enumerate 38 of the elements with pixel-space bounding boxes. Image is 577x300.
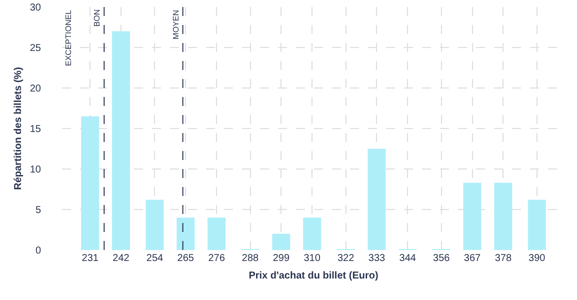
x-tick-label: 276 — [208, 253, 226, 264]
bar — [368, 148, 386, 250]
x-tick-label: 367 — [464, 253, 482, 264]
bar — [528, 200, 546, 250]
bar — [208, 218, 226, 250]
ref-line-label: MOYEN — [171, 10, 180, 40]
y-axis-title: Répartition des billets (%) — [12, 67, 24, 190]
bar — [112, 31, 130, 250]
bar — [463, 182, 482, 250]
x-tick-label: 242 — [112, 253, 130, 264]
x-tick-label: 265 — [177, 253, 194, 264]
y-tick-label: 15 — [30, 124, 42, 135]
x-tick-label: 322 — [337, 253, 355, 264]
y-tick-label: 10 — [30, 164, 42, 176]
bar — [146, 200, 164, 250]
x-tick-label: 231 — [82, 253, 99, 264]
x-tick-label: 254 — [146, 253, 164, 264]
ref-line-label: BON — [92, 9, 102, 27]
y-tick-label: 25 — [30, 43, 42, 54]
annotation: EXCEPTIONEL — [64, 9, 73, 66]
x-tick-label: 344 — [399, 253, 416, 264]
bar — [81, 116, 100, 250]
bar — [272, 234, 290, 250]
x-tick-label: 333 — [368, 253, 386, 264]
y-tick-label: 0 — [35, 246, 42, 256]
bar — [303, 218, 322, 250]
bar — [176, 218, 195, 250]
x-tick-label: 310 — [304, 253, 321, 264]
y-tick-label: 5 — [35, 205, 42, 216]
y-tick-label: 30 — [30, 2, 42, 14]
x-tick-label: 390 — [528, 253, 546, 264]
bar — [494, 182, 512, 250]
x-tick-label: 378 — [494, 253, 512, 264]
x-axis-title: Prix d'achat du billet (Euro) — [248, 270, 378, 282]
x-tick-label: 356 — [433, 253, 450, 264]
x-tick-label: 288 — [242, 253, 260, 264]
x-tick-label: 299 — [272, 253, 290, 264]
y-tick-label: 20 — [30, 84, 42, 94]
